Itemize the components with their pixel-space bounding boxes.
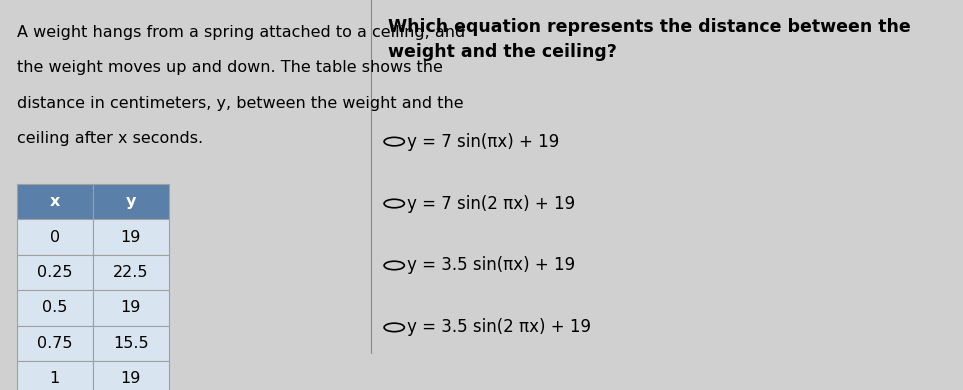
Text: y = 7 sin(πx) + 19: y = 7 sin(πx) + 19: [407, 133, 560, 151]
Text: 19: 19: [120, 371, 141, 386]
Text: ceiling after x seconds.: ceiling after x seconds.: [17, 131, 203, 146]
Text: 0.5: 0.5: [42, 300, 67, 316]
FancyBboxPatch shape: [92, 220, 169, 255]
FancyBboxPatch shape: [92, 361, 169, 390]
Text: x: x: [50, 194, 60, 209]
FancyBboxPatch shape: [17, 326, 92, 361]
FancyBboxPatch shape: [17, 220, 92, 255]
Text: 0: 0: [50, 230, 60, 245]
Text: 19: 19: [120, 230, 141, 245]
FancyBboxPatch shape: [17, 184, 92, 220]
Text: the weight moves up and down. The table shows the: the weight moves up and down. The table …: [17, 60, 443, 75]
Text: A weight hangs from a spring attached to a ceiling, and: A weight hangs from a spring attached to…: [17, 25, 465, 40]
Text: y = 7 sin(2 πx) + 19: y = 7 sin(2 πx) + 19: [407, 195, 575, 213]
FancyBboxPatch shape: [17, 361, 92, 390]
FancyBboxPatch shape: [17, 290, 92, 326]
Text: y = 3.5 sin(πx) + 19: y = 3.5 sin(πx) + 19: [407, 257, 575, 275]
FancyBboxPatch shape: [17, 255, 92, 290]
FancyBboxPatch shape: [92, 255, 169, 290]
Text: 19: 19: [120, 300, 141, 316]
Text: y = 3.5 sin(2 πx) + 19: y = 3.5 sin(2 πx) + 19: [407, 318, 591, 337]
FancyBboxPatch shape: [92, 184, 169, 220]
FancyBboxPatch shape: [92, 326, 169, 361]
Text: 1: 1: [50, 371, 60, 386]
Text: Which equation represents the distance between the
weight and the ceiling?: Which equation represents the distance b…: [388, 18, 911, 61]
Text: 0.25: 0.25: [37, 265, 72, 280]
Text: 22.5: 22.5: [113, 265, 148, 280]
Text: distance in centimeters, y, between the weight and the: distance in centimeters, y, between the …: [17, 96, 463, 111]
Text: y: y: [125, 194, 136, 209]
Text: 15.5: 15.5: [113, 336, 148, 351]
Text: 0.75: 0.75: [37, 336, 72, 351]
FancyBboxPatch shape: [92, 290, 169, 326]
